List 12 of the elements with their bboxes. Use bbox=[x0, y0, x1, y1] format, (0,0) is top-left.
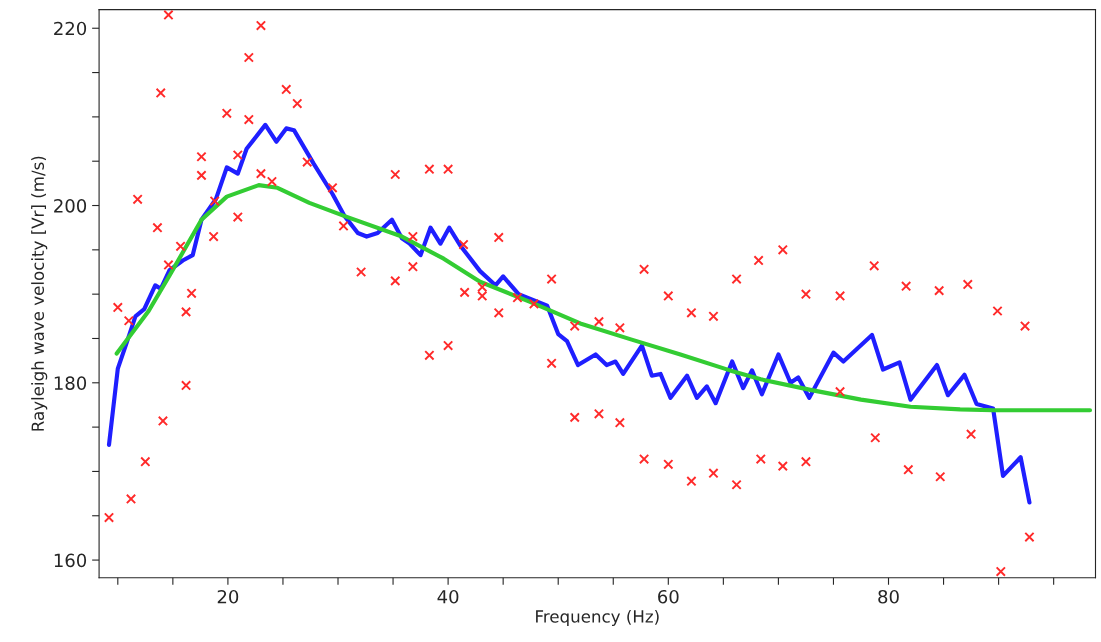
y-axis-title: Rayleigh wave velocity [Vr] (m/s) bbox=[31, 156, 48, 431]
y-tick-label: 220 bbox=[54, 21, 87, 36]
x-tick-label: 40 bbox=[437, 589, 459, 604]
x-tick-label: 60 bbox=[658, 589, 679, 604]
y-tick-label: 200 bbox=[54, 198, 87, 213]
x-tick-label: 20 bbox=[217, 589, 239, 604]
x-axis-title: Frequency (Hz) bbox=[536, 609, 659, 626]
x-tick-label: 80 bbox=[878, 589, 899, 604]
line-series bbox=[114, 183, 1093, 413]
y-tick-label: 180 bbox=[54, 376, 87, 390]
y-tick-label: 160 bbox=[54, 553, 87, 568]
line-series bbox=[106, 122, 1032, 505]
